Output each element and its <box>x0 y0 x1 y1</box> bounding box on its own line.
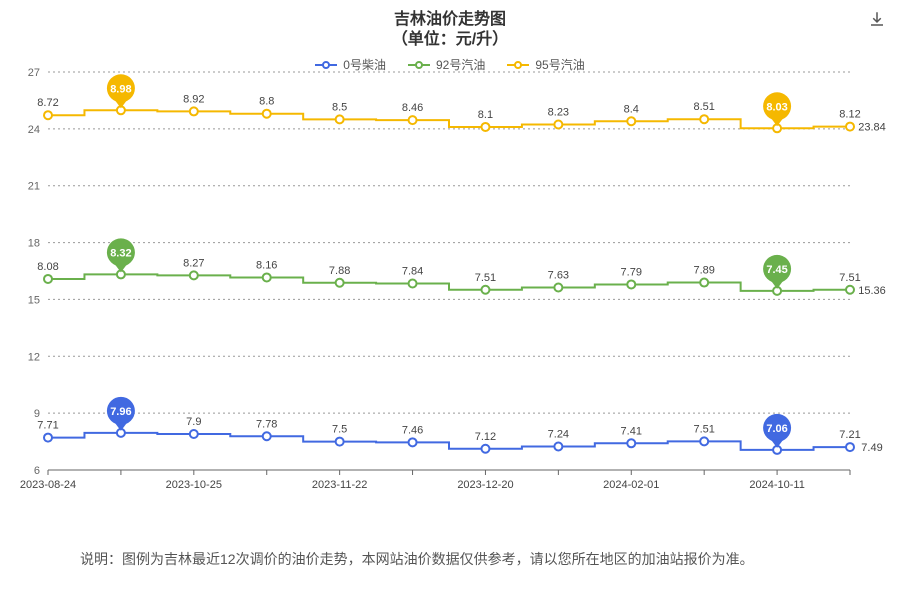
x-tick: 2024-02-01 <box>603 479 659 491</box>
min-pin-s2[interactable]: 8.03 <box>763 92 791 126</box>
point-s2[interactable] <box>263 110 271 118</box>
point-s0[interactable] <box>700 437 708 445</box>
value-label: 8.23 <box>548 106 569 118</box>
value-label: 8.16 <box>256 259 277 271</box>
point-s1[interactable] <box>700 279 708 287</box>
max-pin-s2[interactable]: 8.98 <box>107 74 135 108</box>
svg-text:7.45: 7.45 <box>766 264 787 276</box>
point-s1[interactable] <box>481 286 489 294</box>
svg-text:8.98: 8.98 <box>110 83 131 95</box>
svg-text:8.32: 8.32 <box>110 247 131 259</box>
point-s1[interactable] <box>627 280 635 288</box>
y-tick: 12 <box>28 351 40 363</box>
series-line-s0 <box>48 433 850 450</box>
chart-plot: 6 9 12 15 18 21 24 27 2023-08-24 2023-10-25 2023-1… <box>0 0 900 600</box>
point-s2[interactable] <box>190 107 198 115</box>
series-end-label-s1: 15.36 <box>858 285 886 297</box>
value-label: 7.84 <box>402 266 423 278</box>
point-s0[interactable] <box>190 430 198 438</box>
point-s0[interactable] <box>554 442 562 450</box>
series-end-label-s2: 23.84 <box>858 122 886 134</box>
value-label: 8.46 <box>402 102 423 114</box>
point-s1[interactable] <box>190 271 198 279</box>
point-s0[interactable] <box>44 434 52 442</box>
value-label: 7.89 <box>693 265 714 277</box>
series-line-s1 <box>48 274 850 290</box>
point-s2[interactable] <box>700 115 708 123</box>
value-label: 7.63 <box>548 269 569 281</box>
value-label: 8.08 <box>37 261 58 273</box>
x-tick: 2023-08-24 <box>20 479 76 491</box>
value-label: 8.92 <box>183 93 204 105</box>
svg-text:8.03: 8.03 <box>766 101 787 113</box>
point-s2[interactable] <box>554 120 562 128</box>
y-tick: 15 <box>28 294 40 306</box>
point-s2[interactable] <box>44 111 52 119</box>
point-s0[interactable] <box>627 439 635 447</box>
series-line-s2 <box>48 110 850 128</box>
value-label: 8.8 <box>259 96 274 108</box>
point-s2[interactable] <box>409 116 417 124</box>
point-s2[interactable] <box>846 123 854 131</box>
point-s1[interactable] <box>44 275 52 283</box>
value-label: 8.5 <box>332 101 347 113</box>
y-tick: 27 <box>28 67 40 79</box>
value-label: 7.41 <box>621 425 642 437</box>
y-tick: 24 <box>28 124 40 136</box>
value-label: 8.72 <box>37 97 58 109</box>
y-tick: 9 <box>34 408 40 420</box>
value-label: 7.5 <box>332 424 347 436</box>
point-s0[interactable] <box>409 438 417 446</box>
value-label: 7.9 <box>186 416 201 428</box>
value-label: 7.51 <box>475 272 496 284</box>
point-s1[interactable] <box>409 280 417 288</box>
point-s0[interactable] <box>481 445 489 453</box>
max-pin-s0[interactable]: 7.96 <box>107 397 135 431</box>
point-s1[interactable] <box>336 279 344 287</box>
point-s1[interactable] <box>846 286 854 294</box>
chart-footnote: 说明：图例为吉林最近12次调价的油价走势，本网站油价数据仅供参考，请以您所在地区… <box>80 549 840 570</box>
y-tick: 18 <box>28 238 40 250</box>
value-label: 7.24 <box>548 428 569 440</box>
value-label: 8.27 <box>183 257 204 269</box>
min-pin-s0[interactable]: 7.06 <box>763 414 791 448</box>
series-end-label-s0: 7.49 <box>861 442 882 454</box>
value-label: 8.4 <box>624 103 639 115</box>
value-label: 7.88 <box>329 265 350 277</box>
y-tick: 21 <box>28 181 40 193</box>
point-s1[interactable] <box>263 273 271 281</box>
value-label: 7.12 <box>475 431 496 443</box>
min-pin-s1[interactable]: 7.45 <box>763 255 791 289</box>
value-label: 7.78 <box>256 418 277 430</box>
x-tick: 2023-11-22 <box>312 479 367 491</box>
point-s1[interactable] <box>554 283 562 291</box>
point-s0[interactable] <box>263 432 271 440</box>
svg-text:7.96: 7.96 <box>110 406 131 418</box>
svg-text:7.06: 7.06 <box>766 423 787 435</box>
value-label: 7.51 <box>839 272 860 284</box>
point-s2[interactable] <box>336 115 344 123</box>
value-label: 8.51 <box>693 101 714 113</box>
y-tick: 6 <box>34 465 40 477</box>
value-label: 8.1 <box>478 109 493 121</box>
x-tick: 2023-12-20 <box>457 479 513 491</box>
value-label: 7.79 <box>621 266 642 278</box>
value-label: 7.51 <box>693 423 714 435</box>
value-label: 7.21 <box>839 429 860 441</box>
value-label: 8.12 <box>839 109 860 121</box>
value-label: 7.46 <box>402 424 423 436</box>
point-s2[interactable] <box>481 123 489 131</box>
point-s0[interactable] <box>336 438 344 446</box>
point-s0[interactable] <box>846 443 854 451</box>
point-s2[interactable] <box>627 117 635 125</box>
x-tick: 2023-10-25 <box>166 479 222 491</box>
x-tick: 2024-10-11 <box>749 479 804 491</box>
chart-container: 吉林油价走势图 （单位：元/升） 0号柴油 92号汽油 95号汽油 691215… <box>0 0 900 600</box>
max-pin-s1[interactable]: 8.32 <box>107 238 135 272</box>
value-label: 7.71 <box>37 420 58 432</box>
